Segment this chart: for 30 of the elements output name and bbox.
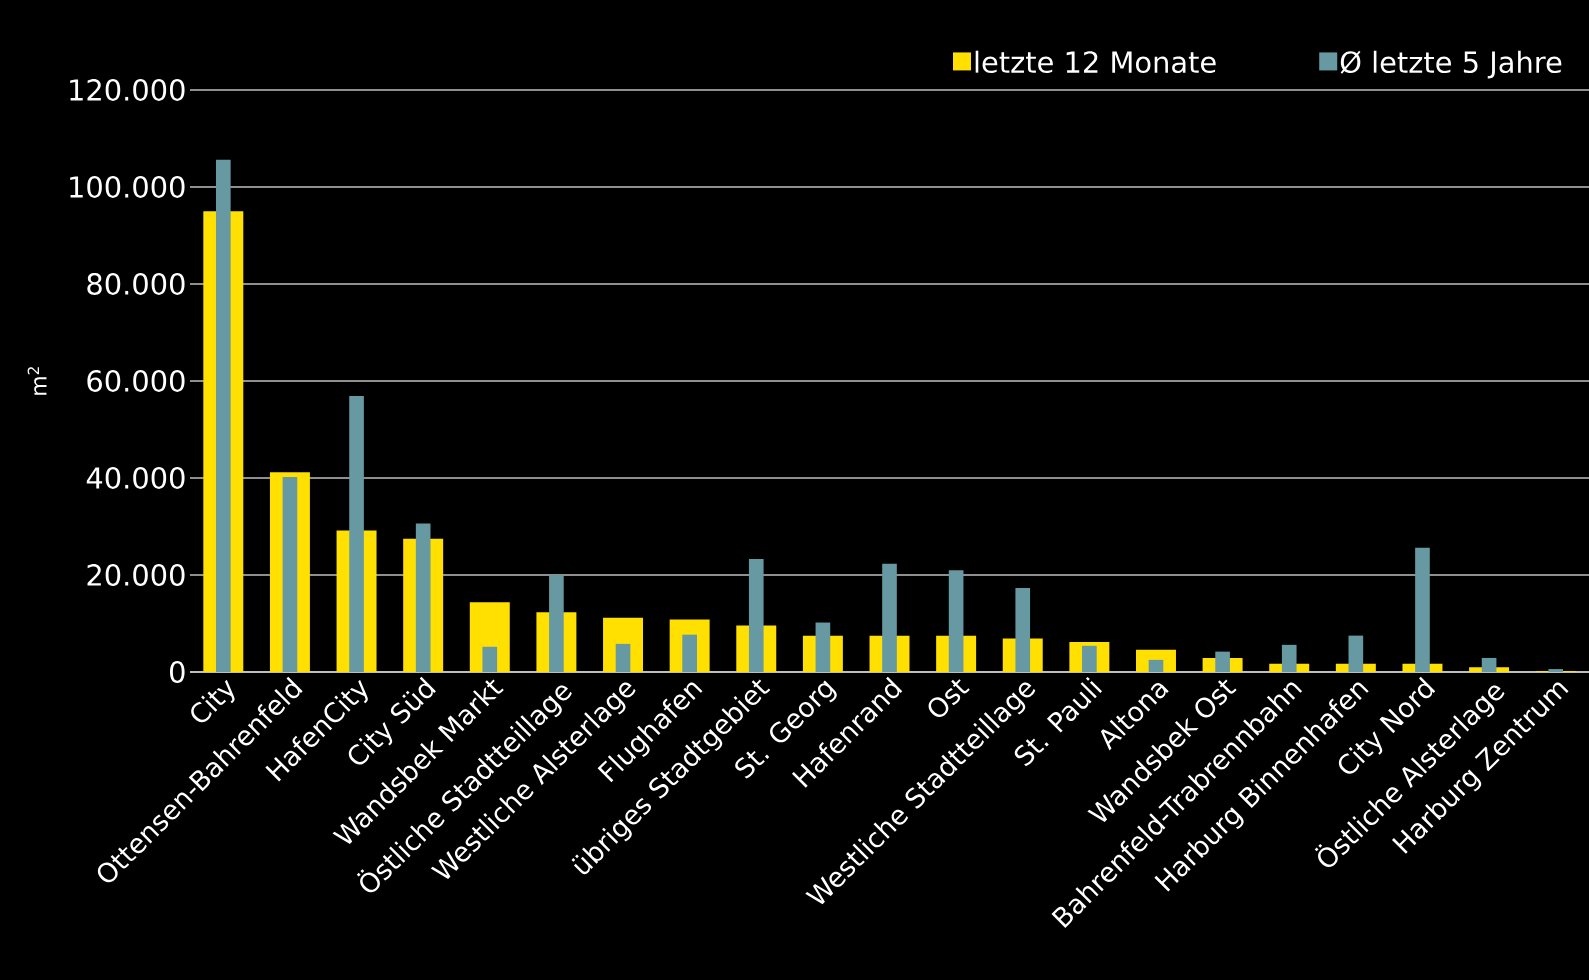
bar bbox=[748, 558, 764, 672]
legend-label: letzte 12 Monate bbox=[975, 50, 1216, 74]
bar bbox=[948, 570, 964, 672]
bar bbox=[882, 563, 897, 672]
legend-label: Ø letzte 5 Jahre bbox=[1340, 50, 1562, 79]
bar bbox=[215, 159, 231, 672]
bar bbox=[615, 643, 631, 672]
bar bbox=[282, 477, 298, 672]
y-tick-label: 100.000 bbox=[70, 176, 185, 198]
bar bbox=[482, 646, 498, 672]
bar bbox=[1281, 644, 1297, 672]
bar bbox=[1215, 651, 1230, 672]
y-tick-label: 60.000 bbox=[87, 370, 185, 392]
bar bbox=[1415, 547, 1430, 672]
bar bbox=[682, 634, 697, 672]
bar bbox=[815, 622, 831, 672]
y-tick-label: 80.000 bbox=[87, 273, 185, 295]
bar bbox=[1348, 635, 1364, 672]
bar bbox=[415, 523, 431, 672]
bar bbox=[349, 396, 364, 672]
bar bbox=[1015, 588, 1031, 672]
y-axis-title: m$^{2}$ bbox=[27, 367, 47, 395]
y-tick-label: 20.000 bbox=[87, 564, 185, 586]
bar bbox=[549, 575, 564, 672]
bar bbox=[1082, 645, 1097, 672]
bar bbox=[1548, 669, 1564, 672]
y-tick-label: 40.000 bbox=[86, 467, 185, 489]
bar bbox=[1481, 657, 1497, 672]
y-tick-label: 120.000 bbox=[70, 79, 185, 101]
bar bbox=[1148, 659, 1164, 672]
